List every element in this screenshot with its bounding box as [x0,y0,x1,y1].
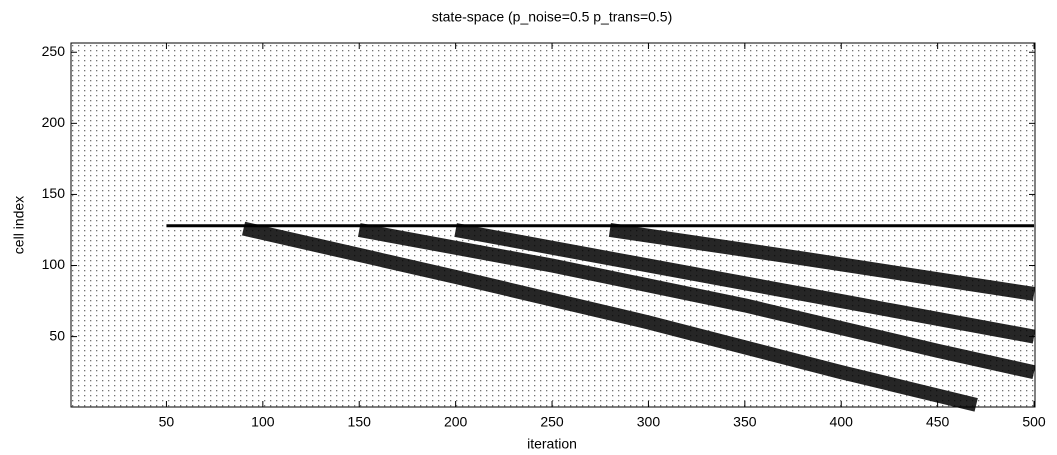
plot-frame [70,42,1036,408]
x-tick-label: 150 [348,414,372,430]
x-tick-label: 500 [1022,414,1046,430]
y-axis-label: cell index [11,196,27,254]
state-band [608,223,1036,301]
y-tick-label: 150 [42,185,66,201]
x-tick-label: 100 [251,414,275,430]
state-band [357,223,1036,379]
x-axis-label: iteration [527,436,577,452]
x-tick-label: 200 [444,414,468,430]
x-tick-label: 250 [540,414,564,430]
state-band [454,223,1036,344]
y-tick-label: 250 [42,43,66,59]
state-band [242,221,978,412]
y-tick-label: 100 [42,256,66,272]
x-tick-label: 400 [830,414,854,430]
chart-title: state-space (p_noise=0.5 p_trans=0.5) [432,9,673,25]
x-tick-label: 300 [637,414,661,430]
x-tick-label: 50 [159,414,175,430]
y-tick-label: 50 [49,327,65,343]
x-tick-label: 450 [926,414,950,430]
x-tick-label: 350 [733,414,757,430]
y-tick-label: 200 [42,114,66,130]
